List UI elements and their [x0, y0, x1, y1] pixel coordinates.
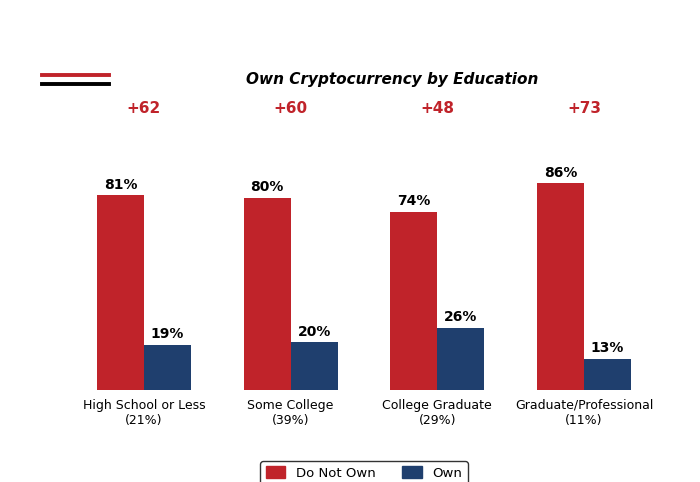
Text: Post graduates own the least among of cryptocurrency.: Post graduates own the least among of cr… — [22, 22, 678, 42]
Bar — [290, 342, 337, 390]
Text: 20%: 20% — [298, 324, 331, 338]
Text: 26%: 26% — [444, 310, 477, 324]
Text: 80%: 80% — [251, 180, 284, 194]
Text: Own Cryptocurrency by Education: Own Cryptocurrency by Education — [246, 72, 538, 87]
Bar — [537, 183, 584, 390]
Bar — [584, 359, 631, 390]
Text: +60: +60 — [274, 101, 308, 116]
Bar — [391, 212, 438, 390]
Text: +62: +62 — [127, 101, 161, 116]
Text: +48: +48 — [420, 101, 454, 116]
Legend: Do Not Own, Own: Do Not Own, Own — [260, 461, 468, 482]
Text: 81%: 81% — [104, 177, 137, 191]
Text: 13%: 13% — [591, 341, 624, 356]
Bar — [438, 328, 484, 390]
Text: 74%: 74% — [397, 194, 430, 208]
Text: 86%: 86% — [544, 165, 577, 180]
Bar — [244, 198, 290, 390]
Text: +73: +73 — [567, 101, 601, 116]
Text: 19%: 19% — [150, 327, 184, 341]
Bar — [97, 195, 144, 390]
Bar — [144, 345, 191, 390]
